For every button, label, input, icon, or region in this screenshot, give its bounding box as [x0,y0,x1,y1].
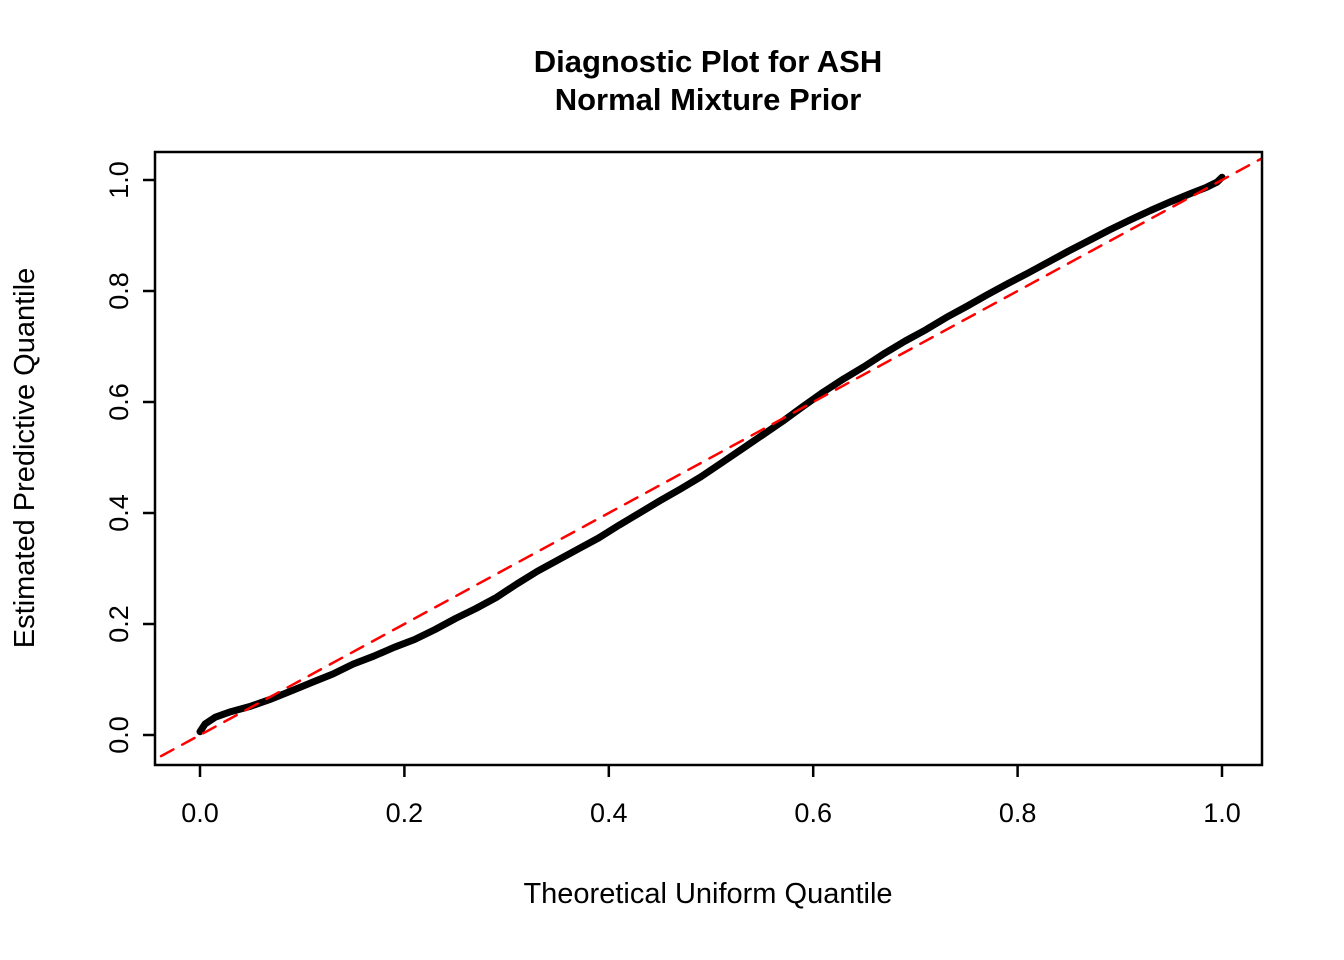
identity-reference-line [155,156,1262,761]
plot-box [153,150,1264,767]
y-tick-label: 0.4 [104,494,134,532]
x-tick-label: 0.6 [794,798,832,828]
x-tick-label: 0.2 [386,798,424,828]
x-axis-title: Theoretical Uniform Quantile [523,878,892,910]
y-tick-label: 1.0 [104,161,134,199]
y-tick-label: 0.2 [104,605,134,643]
plot-title-line-1: Diagnostic Plot for ASH [534,44,882,79]
series-layer [155,156,1262,761]
axis-layer: 0.0 0.2 0.4 0.6 0.8 1.0 0.0 0.2 0.4 0.6 0.8 1.0 [104,161,1241,828]
x-tick-label: 1.0 [1203,798,1241,828]
y-tick-label: 0.6 [104,383,134,421]
x-tick-label: 0.8 [999,798,1037,828]
x-tick-label: 0.4 [590,798,628,828]
x-tick-label: 0.0 [181,798,219,828]
y-axis-title: Estimated Predictive Quantile [9,268,41,648]
plot-title-line-2: Normal Mixture Prior [555,82,862,117]
estimated-predictive-quantile-curve [196,173,1226,736]
y-tick-label: 0.8 [104,272,134,310]
y-tick-label: 0.0 [104,716,134,754]
